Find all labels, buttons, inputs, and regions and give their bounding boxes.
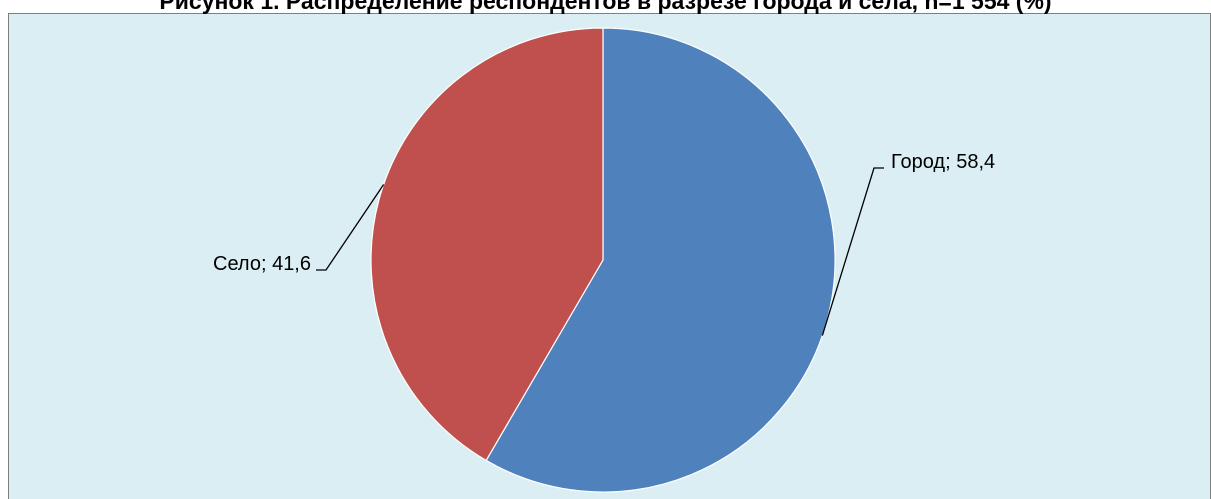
leader-line-village (316, 184, 385, 271)
chart-title: Рисунок 1. Распределение респондентов в … (159, 0, 1052, 14)
pie-chart: Город; 58,4 Село; 41,6 (8, 13, 1211, 499)
leader-line-city (821, 167, 884, 336)
data-label-city: Город; 58,4 (891, 151, 995, 173)
chart-area: Город; 58,4 Село; 41,6 (8, 13, 1211, 499)
pie-slice-village (370, 27, 604, 462)
data-label-village: Село; 41,6 (213, 253, 311, 275)
